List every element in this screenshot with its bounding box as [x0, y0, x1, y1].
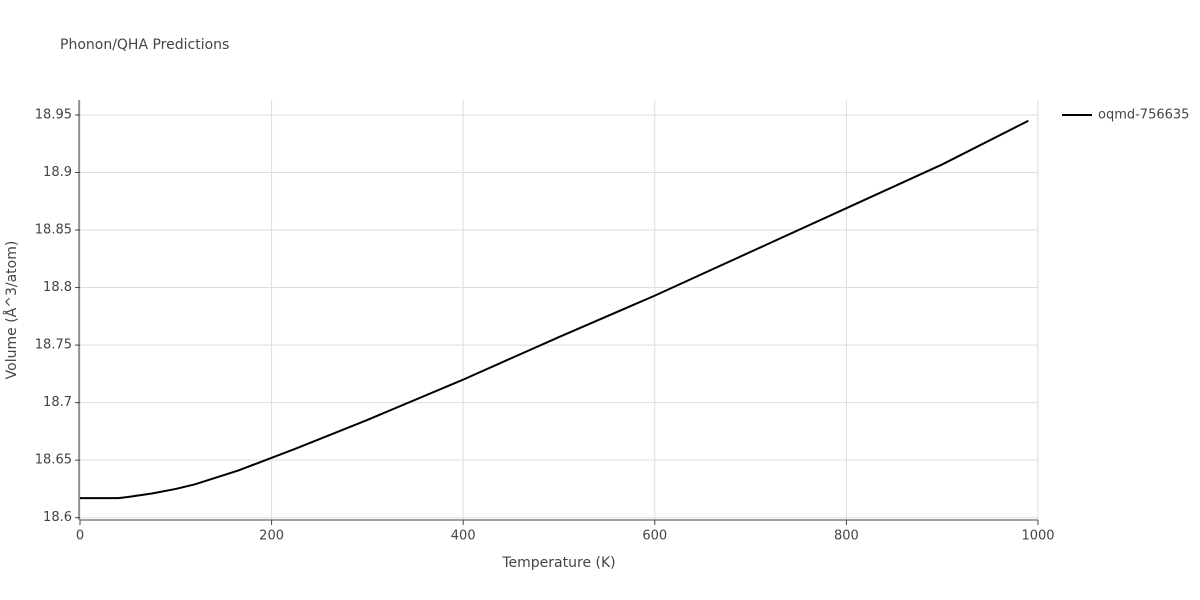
- x-tick-label: 400: [451, 529, 476, 544]
- y-tick-label: 18.85: [35, 223, 72, 238]
- legend-label: oqmd-756635: [1098, 108, 1189, 123]
- y-tick-label: 18.7: [43, 395, 72, 410]
- y-axis-label: Volume (Å^3/atom): [3, 241, 20, 380]
- x-tick-label: 0: [76, 529, 84, 544]
- x-tick-label: 1000: [1021, 529, 1054, 544]
- x-tick-label: 800: [834, 529, 859, 544]
- y-tick-label: 18.9: [43, 165, 72, 180]
- x-tick-label: 200: [259, 529, 284, 544]
- y-tick-label: 18.6: [43, 510, 72, 525]
- y-tick-label: 18.75: [35, 338, 72, 353]
- x-tick-label: 600: [642, 529, 667, 544]
- y-tick-label: 18.95: [35, 107, 72, 122]
- line: [80, 119, 1029, 500]
- y-tick-label: 18.65: [35, 453, 72, 468]
- y-tick-label: 18.8: [43, 280, 72, 295]
- x-axis-label: Temperature (K): [501, 555, 615, 571]
- chart-title: Phonon/QHA Predictions: [60, 37, 229, 53]
